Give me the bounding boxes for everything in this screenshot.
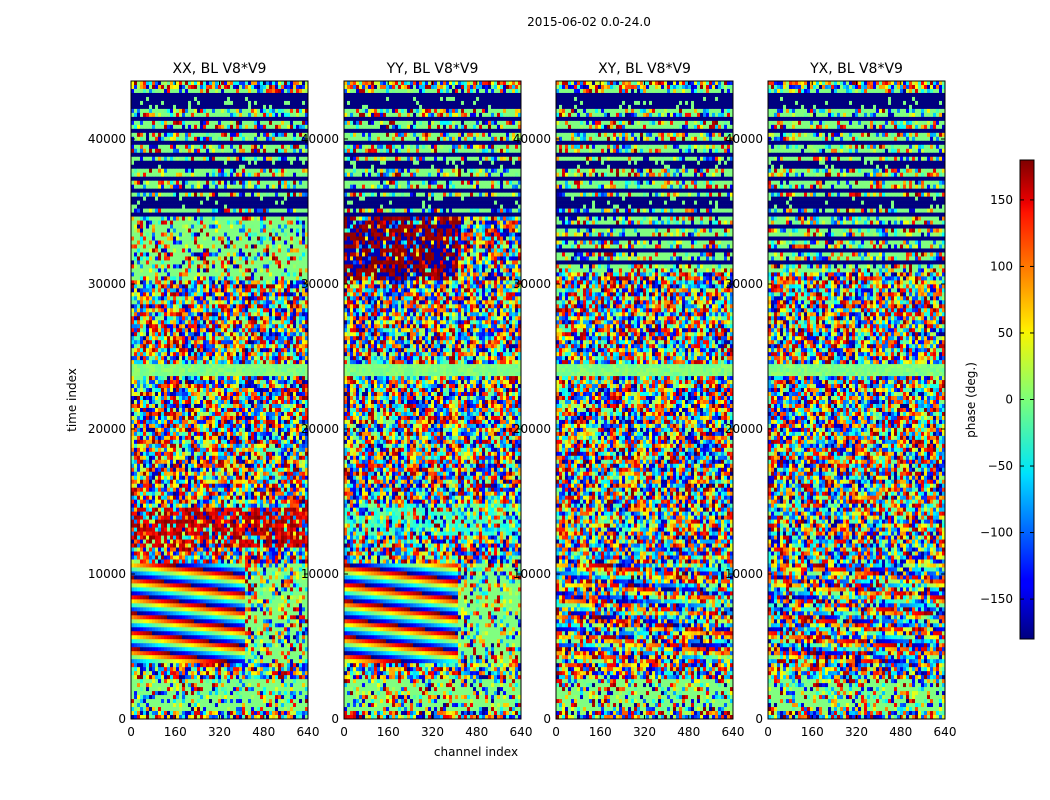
panel-3: XY, BL V8*V9 0 160 320 480 640 0 10000 20000 3000…	[513, 61, 745, 739]
phase-heatmap	[556, 81, 733, 719]
y-tick-label: 20000	[301, 422, 339, 436]
panel-1: XX, BL V8*V9 0 160 320 480 640 0 10000 20000 3000…	[88, 61, 320, 739]
x-tick-label: 480	[889, 725, 912, 739]
y-tick-label: 0	[118, 712, 126, 726]
y-tick-label: 10000	[725, 567, 763, 581]
y-tick-label: 40000	[513, 132, 551, 146]
phase-heatmap	[768, 81, 945, 719]
x-tick-label: 0	[764, 725, 772, 739]
y-tick-label: 40000	[88, 132, 126, 146]
x-tick-label: 0	[552, 725, 560, 739]
x-tick-label: 160	[589, 725, 612, 739]
y-tick-label: 10000	[513, 567, 551, 581]
y-tick-label: 30000	[88, 277, 126, 291]
x-axis-label: channel index	[434, 745, 518, 759]
y-tick-label: 20000	[88, 422, 126, 436]
colorbar-label: phase (deg.)	[964, 362, 978, 438]
panel-4: YX, BL V8*V9 0 160 320 480 640 0 10000 20000 3000…	[725, 61, 957, 739]
y-tick-label: 20000	[513, 422, 551, 436]
phase-heatmap	[344, 81, 521, 719]
y-axis-label: time index	[65, 368, 79, 432]
x-tick-label: 320	[633, 725, 656, 739]
y-tick-label: 0	[331, 712, 339, 726]
y-tick-label: 20000	[725, 422, 763, 436]
x-tick-label: 320	[208, 725, 231, 739]
y-tick-label: 10000	[88, 567, 126, 581]
x-tick-label: 160	[164, 725, 187, 739]
panel-title: YY, BL V8*V9	[386, 61, 479, 77]
panel-title: XY, BL V8*V9	[598, 61, 691, 77]
y-tick-label: 0	[755, 712, 763, 726]
x-tick-label: 640	[934, 725, 957, 739]
phase-heatmap	[131, 81, 308, 719]
colorbar-tick-label: −100	[980, 526, 1013, 540]
y-tick-label: 30000	[725, 277, 763, 291]
x-tick-label: 0	[127, 725, 135, 739]
panels: XX, BL V8*V9 0 160 320 480 640 0 10000 20000 3000…	[88, 61, 957, 739]
y-tick-label: 0	[543, 712, 551, 726]
x-tick-label: 480	[465, 725, 488, 739]
y-tick-label: 40000	[301, 132, 339, 146]
x-tick-label: 320	[421, 725, 444, 739]
colorbar-tick-label: 100	[990, 259, 1013, 273]
panel-title: YX, BL V8*V9	[809, 61, 903, 77]
x-tick-label: 480	[252, 725, 275, 739]
colorbar-tick-label: 150	[990, 193, 1013, 207]
y-tick-label: 30000	[513, 277, 551, 291]
figure-suptitle: 2015-06-02 0.0-24.0	[527, 15, 651, 29]
y-tick-label: 30000	[301, 277, 339, 291]
colorbar-tick-label: 0	[1005, 393, 1013, 407]
colorbar-tick-label: −50	[988, 459, 1013, 473]
x-tick-label: 160	[801, 725, 824, 739]
colorbar-tick-label: −150	[980, 592, 1013, 606]
x-tick-label: 0	[340, 725, 348, 739]
y-tick-label: 40000	[725, 132, 763, 146]
x-tick-label: 160	[377, 725, 400, 739]
colorbar-tick-label: 50	[998, 326, 1013, 340]
x-tick-label: 640	[297, 725, 320, 739]
panel-2: YY, BL V8*V9 0 160 320 480 640 0 10000 20000 3000…	[301, 61, 533, 739]
x-tick-label: 640	[722, 725, 745, 739]
x-tick-label: 480	[677, 725, 700, 739]
x-tick-label: 320	[845, 725, 868, 739]
x-tick-label: 640	[510, 725, 533, 739]
y-tick-label: 10000	[301, 567, 339, 581]
colorbar: phase (deg.) 150 100 50 0 −50 −100 −150	[964, 160, 1034, 639]
panel-title: XX, BL V8*V9	[173, 61, 267, 77]
